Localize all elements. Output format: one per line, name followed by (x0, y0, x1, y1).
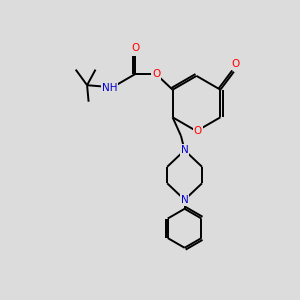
Text: O: O (194, 126, 202, 136)
Text: O: O (132, 43, 140, 53)
Text: NH: NH (102, 83, 118, 93)
Text: O: O (152, 69, 160, 79)
Text: N: N (181, 145, 188, 155)
Text: O: O (231, 59, 239, 69)
Text: N: N (181, 195, 188, 205)
